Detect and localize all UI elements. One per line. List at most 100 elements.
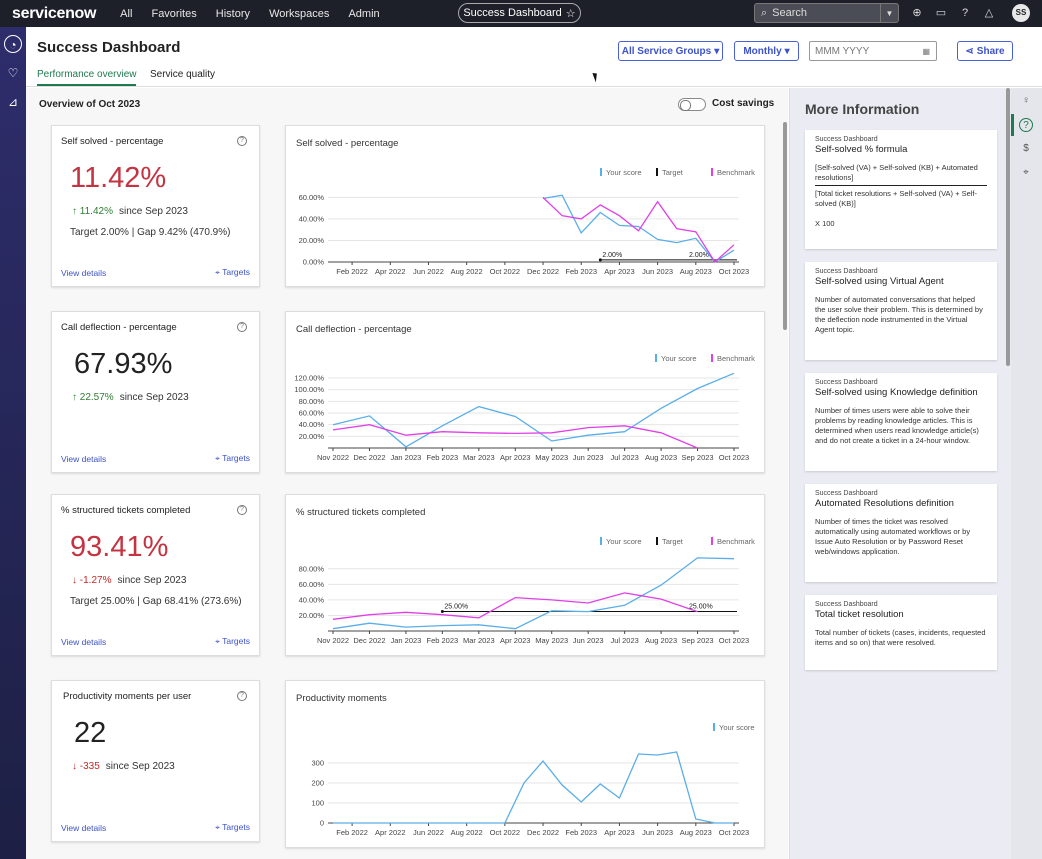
lightbulb-icon[interactable]: ♀	[1022, 95, 1030, 106]
x-tick-label: Oct 2023	[719, 828, 749, 837]
view-details-link[interactable]: View details	[61, 637, 107, 647]
chart-title: % structured tickets completed	[296, 507, 426, 518]
page-header: Success Dashboard Performance overview S…	[26, 27, 1042, 87]
info-card-automated-resolutions: Success Dashboard Automated Resolutions …	[805, 484, 997, 582]
kpi-title: Self solved - percentage	[61, 136, 164, 147]
help-circle-icon[interactable]: ?	[237, 505, 247, 515]
x-tick-label: Apr 2023	[500, 636, 530, 645]
kpi-card-call-deflection: Call deflection - percentage ? 67.93% ↑ …	[51, 311, 260, 473]
arrow-up-icon: ↑	[72, 392, 77, 403]
legend-target-label: Target	[662, 168, 684, 177]
kpi-since: since Sep 2023	[118, 206, 188, 217]
service-groups-label: All Service Groups	[621, 45, 712, 57]
favorite-star-icon[interactable]: ☆	[565, 7, 576, 20]
content-scrollbar[interactable]	[783, 122, 787, 330]
x-tick-label: Aug 2022	[451, 828, 483, 837]
info-card-title: Self-solved using Knowledge definition	[815, 387, 978, 398]
view-details-link[interactable]: View details	[61, 268, 107, 278]
info-card-title: Self-solved using Virtual Agent	[815, 276, 944, 287]
search-scope-dropdown-icon[interactable]: ▼	[880, 4, 898, 22]
legend-score-label: Your score	[606, 168, 642, 177]
x-tick-label: Apr 2023	[500, 453, 530, 462]
kpi-title: Call deflection - percentage	[61, 322, 177, 333]
info-panel-scrollbar[interactable]	[1006, 88, 1010, 366]
targets-link[interactable]: ⌖ Targets	[215, 267, 250, 278]
series-line-benchmark	[332, 592, 698, 620]
target-label-start: 25.00%	[444, 604, 468, 611]
y-tick-label: 60.00%	[299, 409, 325, 418]
help-circle-icon[interactable]: ?	[237, 322, 247, 332]
crosshair-icon: ⌖	[215, 267, 220, 277]
x-tick-label: Dec 2022	[527, 267, 559, 276]
dollar-icon[interactable]: $	[1023, 143, 1029, 154]
x-tick-label: May 2023	[535, 636, 568, 645]
help-circle-icon[interactable]: ?	[237, 136, 247, 146]
x-tick-label: Apr 2022	[375, 828, 405, 837]
targets-label: Targets	[222, 453, 250, 463]
help-icon[interactable]: ?	[961, 7, 969, 19]
y-tick-label: 20.00%	[299, 236, 325, 245]
targets-link[interactable]: ⌖ Targets	[215, 453, 250, 464]
info-card-title: Total ticket resolution	[815, 609, 904, 620]
x-tick-label: Mar 2023	[463, 636, 495, 645]
targets-link[interactable]: ⌖ Targets	[215, 636, 250, 647]
chart-title: Productivity moments	[296, 693, 387, 704]
info-card-formula: Success Dashboard Self-solved % formula …	[805, 130, 997, 249]
nav-all[interactable]: All	[120, 7, 133, 20]
heart-pulse-icon[interactable]: ♡	[7, 66, 19, 80]
chat-icon[interactable]: ▭	[935, 7, 947, 19]
context-pill-label: Success Dashboard	[463, 7, 562, 19]
share-button[interactable]: ⋖ Share	[957, 41, 1013, 61]
globe-icon[interactable]: ⊕	[912, 7, 922, 19]
help-circle-icon[interactable]: ?	[1019, 118, 1033, 132]
crosshair-icon[interactable]: ⌖	[1023, 167, 1029, 178]
tab-performance-overview[interactable]: Performance overview	[37, 69, 137, 86]
productivity-line-chart: Your score 0 100 200 300 Feb 2022 Apr 2022 Jun …	[311, 723, 755, 837]
chevron-down-icon: ▾	[714, 45, 720, 57]
x-tick-label: Dec 2022	[353, 636, 385, 645]
help-circle-icon[interactable]: ?	[237, 691, 247, 701]
nav-history[interactable]: History	[215, 7, 251, 20]
view-details-link[interactable]: View details	[61, 454, 107, 464]
chart-icon[interactable]: ⊿	[7, 95, 19, 109]
date-input[interactable]: MMM YYYY ▦	[809, 41, 937, 61]
series-line-benchmark	[542, 196, 735, 263]
nav-admin[interactable]: Admin	[348, 7, 380, 20]
tab-service-quality[interactable]: Service quality	[150, 69, 216, 80]
x-tick-label: Oct 2023	[719, 267, 749, 276]
nav-workspaces[interactable]: Workspaces	[269, 7, 330, 20]
nav-favorites[interactable]: Favorites	[151, 7, 197, 20]
kpi-since: since Sep 2023	[105, 761, 175, 772]
kpi-title: % structured tickets completed	[61, 505, 191, 516]
dashboard-gauge-icon[interactable]: ◔	[4, 35, 22, 53]
servicenow-logo[interactable]: servicenow	[12, 4, 97, 22]
x-tick-label: May 2023	[535, 453, 568, 462]
search-input[interactable]: Search	[772, 7, 808, 19]
info-card-virtual-agent: Success Dashboard Self-solved using Virt…	[805, 262, 997, 360]
crosshair-icon: ⌖	[215, 453, 220, 463]
targets-link[interactable]: ⌖ Targets	[215, 822, 250, 833]
y-tick-label: 300	[311, 759, 324, 768]
info-card-total-resolution: Success Dashboard Total ticket resolutio…	[805, 595, 997, 670]
top-nav-menu: All Favorites History Workspaces Admin	[112, 8, 387, 20]
context-pill[interactable]: Success Dashboard ☆	[458, 3, 581, 23]
kpi-delta: -1.27%	[79, 575, 112, 586]
kpi-target-gap: Target 2.00% | Gap 9.42% (470.9%)	[70, 227, 231, 238]
bell-icon[interactable]: △	[984, 7, 994, 19]
x-tick-label: Oct 2023	[719, 453, 749, 462]
service-groups-dropdown[interactable]: All Service Groups ▾	[618, 41, 723, 61]
chart-card-self-solved: Self solved - percentage Your score Targe…	[285, 125, 765, 287]
calendar-icon[interactable]: ▦	[922, 46, 930, 56]
x-tick-label: Oct 2022	[490, 267, 520, 276]
x-tick-label: Jun 2023	[573, 453, 604, 462]
user-avatar[interactable]: SS	[1012, 4, 1030, 22]
period-dropdown[interactable]: Monthly ▾	[734, 41, 799, 61]
right-icon-rail: ♀ ? $ ⌖	[1011, 88, 1042, 859]
cost-savings-toggle[interactable]	[678, 98, 706, 111]
x-tick-label: Nov 2022	[317, 453, 349, 462]
formula-numerator: [Self-solved (VA) + Self-solved (KB) + A…	[815, 163, 987, 187]
y-tick-label: 200	[311, 779, 324, 788]
view-details-link[interactable]: View details	[61, 823, 107, 833]
y-tick-label: 80.00%	[299, 397, 325, 406]
global-search[interactable]: ⌕ Search ▼	[754, 3, 899, 23]
